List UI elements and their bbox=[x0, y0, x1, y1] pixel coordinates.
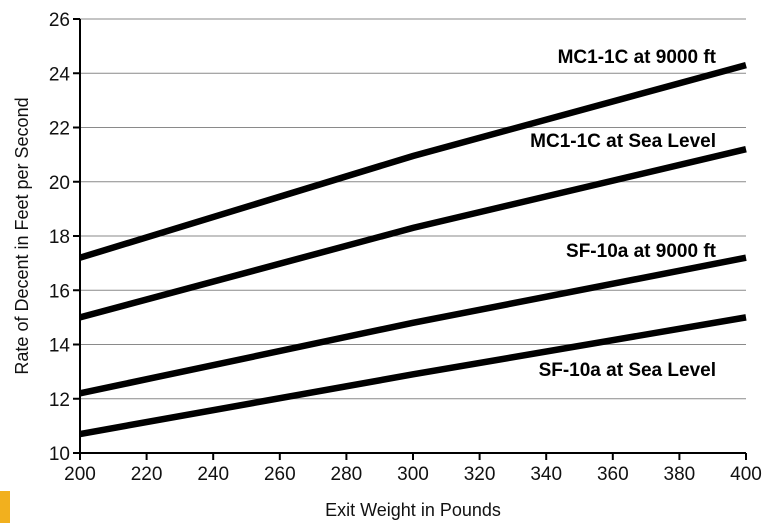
series-lines bbox=[79, 61, 747, 438]
series-label-3: SF-10a at 9000 ft bbox=[566, 241, 717, 262]
gridlines bbox=[80, 18, 746, 400]
x-tick-label: 200 bbox=[64, 464, 96, 485]
x-tick-label: 260 bbox=[264, 464, 296, 485]
y-tick-label: 20 bbox=[49, 173, 70, 194]
series-line-2 bbox=[79, 146, 747, 321]
series-labels: MC1-1C at 9000 ft MC1-1C at Sea Level SF-1… bbox=[530, 47, 717, 381]
y-tick-label: 16 bbox=[49, 281, 70, 302]
series-label-2: MC1-1C at Sea Level bbox=[530, 131, 716, 152]
series-label-1: MC1-1C at 9000 ft bbox=[558, 47, 717, 68]
y-tick-label: 12 bbox=[49, 390, 70, 411]
series-line-4 bbox=[79, 314, 747, 438]
y-axis-label: Rate of Decent in Feet per Second bbox=[12, 97, 32, 374]
x-tick-label: 340 bbox=[530, 464, 562, 485]
y-tick-label: 26 bbox=[49, 10, 70, 31]
y-tick-label: 24 bbox=[49, 64, 71, 85]
x-tick-label: 300 bbox=[397, 464, 429, 485]
x-tick-labels: 200 220 240 260 280 300 320 340 360 380 400 bbox=[64, 453, 762, 485]
y-tick-labels: 10 12 14 16 18 20 22 24 26 bbox=[49, 10, 80, 465]
series-label-4: SF-10a at Sea Level bbox=[539, 360, 716, 381]
x-tick-label: 380 bbox=[664, 464, 696, 485]
y-tick-label: 10 bbox=[49, 444, 70, 465]
x-tick-label: 280 bbox=[331, 464, 363, 485]
x-tick-label: 220 bbox=[131, 464, 163, 485]
x-tick-label: 400 bbox=[730, 464, 762, 485]
x-tick-label: 360 bbox=[597, 464, 629, 485]
x-axis-label: Exit Weight in Pounds bbox=[325, 500, 501, 520]
x-tick-label: 240 bbox=[197, 464, 229, 485]
y-tick-label: 18 bbox=[49, 227, 70, 248]
y-tick-label: 14 bbox=[49, 336, 71, 357]
series-line-3 bbox=[79, 254, 747, 397]
y-tick-label: 22 bbox=[49, 119, 70, 140]
series-line-1 bbox=[79, 61, 747, 261]
x-tick-label: 320 bbox=[464, 464, 496, 485]
corner-accent-mark bbox=[0, 491, 10, 523]
